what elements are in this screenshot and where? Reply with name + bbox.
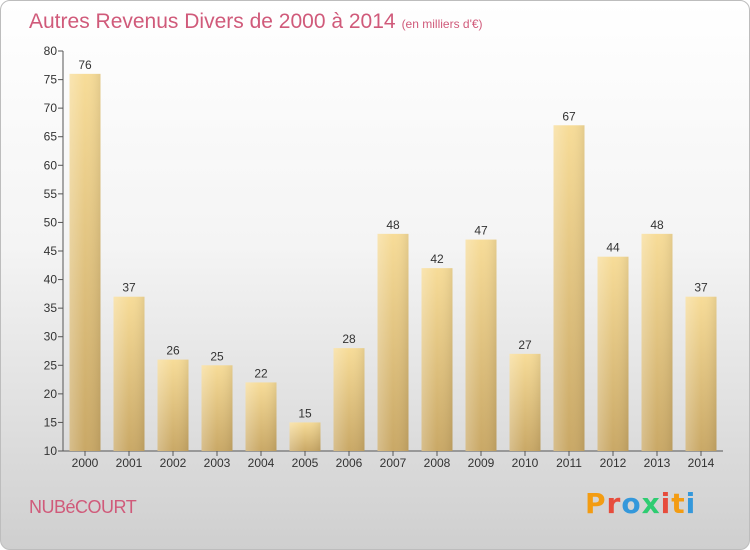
data-label: 67 [562, 109, 576, 123]
y-tick-label: 80 [44, 44, 58, 58]
x-tick-label: 2004 [248, 456, 275, 470]
data-label: 48 [650, 218, 664, 232]
logo-letter: o [621, 487, 642, 520]
bar-shade [421, 268, 453, 451]
x-tick-label: 2005 [292, 456, 319, 470]
data-label: 15 [298, 406, 312, 420]
data-label: 47 [474, 224, 488, 238]
y-tick-label: 55 [44, 187, 58, 201]
chart-title-text: Autres Revenus Divers de 2000 à 2014 [29, 10, 396, 33]
data-label: 48 [386, 218, 400, 232]
bar-shade [597, 256, 629, 451]
bar-shade [201, 365, 233, 451]
data-label: 27 [518, 338, 532, 352]
x-tick-label: 2008 [424, 456, 451, 470]
logo-letter: t [671, 487, 686, 520]
bar-shade [245, 382, 277, 451]
logo-letter: x [641, 487, 661, 520]
bar-shade [289, 422, 321, 451]
y-tick-label: 20 [44, 387, 58, 401]
bar-shade [113, 296, 145, 451]
y-tick-label: 25 [44, 358, 58, 372]
data-label: 76 [78, 58, 92, 72]
y-tick-label: 70 [44, 101, 58, 115]
y-tick-label: 10 [44, 444, 58, 458]
y-tick-label: 65 [44, 130, 58, 144]
bar-shade [509, 353, 541, 451]
x-tick-label: 2012 [600, 456, 627, 470]
logo-letter: P [585, 487, 607, 520]
y-tick-label: 30 [44, 330, 58, 344]
data-label: 37 [122, 281, 136, 295]
x-tick-label: 2009 [468, 456, 495, 470]
x-tick-label: 2010 [512, 456, 539, 470]
bar-shade [333, 348, 365, 451]
x-tick-label: 2007 [380, 456, 407, 470]
logo-letter: r [606, 487, 622, 520]
data-label: 44 [606, 241, 620, 255]
y-tick-label: 75 [44, 73, 58, 87]
data-label: 28 [342, 332, 356, 346]
bar-shade [157, 359, 189, 451]
chart-subtitle: (en milliers d'€) [401, 17, 483, 31]
x-tick-label: 2013 [644, 456, 671, 470]
y-tick-label: 50 [44, 215, 58, 229]
data-label: 26 [166, 344, 180, 358]
x-tick-label: 2014 [688, 456, 715, 470]
y-tick-label: 40 [44, 273, 58, 287]
bar-shade [641, 233, 673, 451]
data-label: 22 [254, 366, 268, 380]
x-tick-label: 2001 [116, 456, 143, 470]
x-tick-label: 2006 [336, 456, 363, 470]
logo-letter: i [685, 487, 697, 520]
bar-shade [69, 73, 101, 451]
data-label: 25 [210, 349, 224, 363]
bar-shade [377, 233, 409, 451]
x-tick-label: 2011 [556, 456, 582, 470]
data-label: 42 [430, 252, 444, 266]
commune-name: NUBéCOURT [29, 497, 137, 517]
x-tick-label: 2002 [160, 456, 187, 470]
logo-letter: i [660, 487, 672, 520]
data-label: 37 [694, 281, 708, 295]
x-tick-label: 2000 [72, 456, 99, 470]
y-tick-label: 60 [44, 158, 58, 172]
y-tick-label: 35 [44, 301, 58, 315]
bar-shade [685, 296, 717, 451]
y-tick-label: 15 [44, 415, 58, 429]
y-tick-label: 45 [44, 244, 58, 258]
bar-shade [465, 239, 497, 451]
proxiti-logo[interactable]: Proxiti [585, 487, 696, 520]
x-tick-label: 2003 [204, 456, 231, 470]
bar-shade [553, 125, 585, 452]
chart-title: Autres Revenus Divers de 2000 à 2014 (en … [29, 10, 483, 34]
